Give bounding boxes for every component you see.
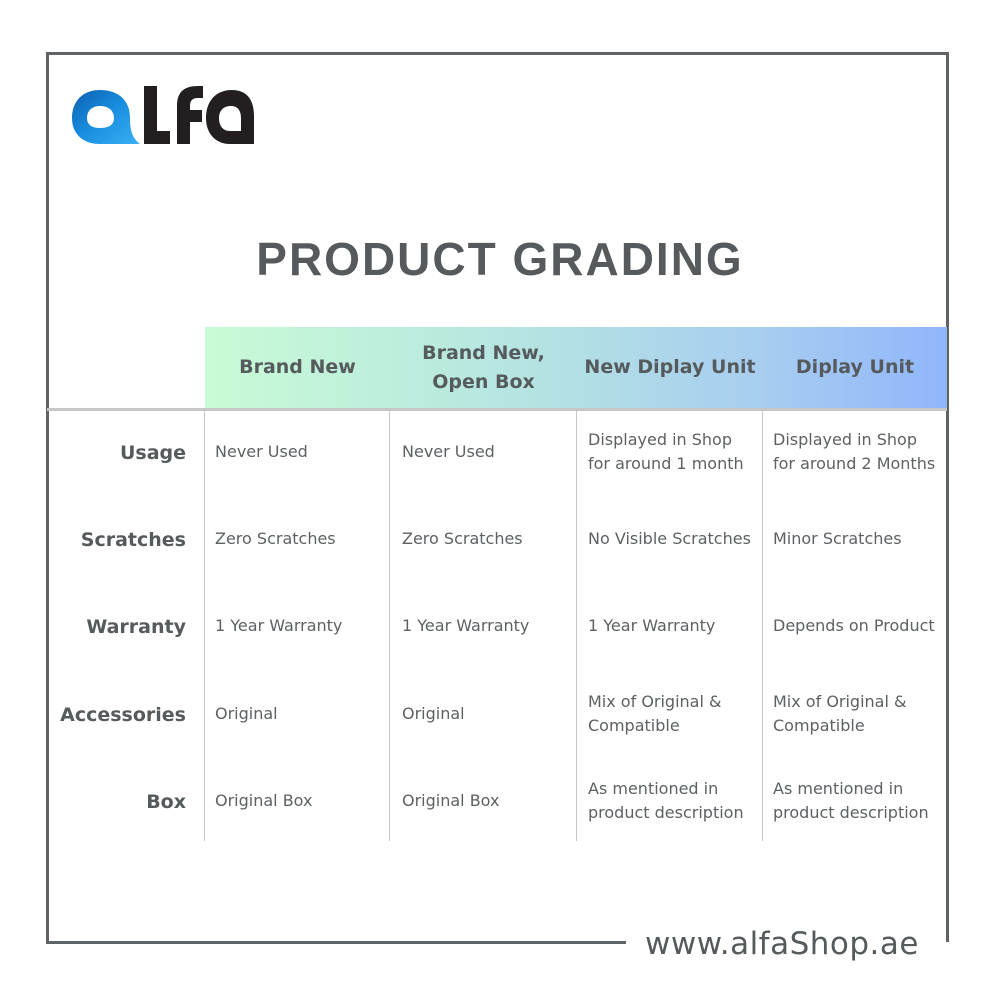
table-cell: As mentioned in product description — [588, 779, 744, 822]
table-cell: No Visible Scratches — [588, 529, 751, 548]
column-header: Brand New — [239, 356, 356, 378]
table-cell: Displayed in Shop for around 1 month — [588, 430, 744, 473]
website-url: www.alfaShop.ae — [645, 926, 919, 962]
table-cell: Zero Scratches — [402, 529, 523, 548]
column-divider — [389, 411, 390, 841]
row-label: Accessories — [60, 704, 186, 726]
table-cell: 1 Year Warranty — [215, 616, 343, 635]
table-cell: Original — [215, 704, 278, 723]
table-cell: Mix of Original & Compatible — [588, 692, 722, 735]
row-label: Scratches — [80, 529, 186, 551]
frame-top — [46, 52, 949, 55]
header-divider — [47, 408, 947, 411]
column-divider — [576, 411, 577, 841]
table-cell: 1 Year Warranty — [402, 616, 530, 635]
table-cell: Mix of Original & Compatible — [773, 692, 907, 735]
table-cell: Never Used — [402, 442, 495, 461]
frame-left — [46, 52, 49, 944]
table-cell: Depends on Product — [773, 616, 935, 635]
table-cell: Original — [402, 704, 465, 723]
table-cell: Displayed in Shop for around 2 Months — [773, 430, 936, 473]
table-cell: Original Box — [215, 791, 313, 810]
frame-right — [946, 52, 949, 942]
table-cell: Never Used — [215, 442, 308, 461]
column-header: Diplay Unit — [795, 356, 915, 378]
column-header: Brand New, Open Box — [422, 341, 545, 393]
column-divider — [762, 411, 763, 841]
alfa-logo — [72, 86, 254, 144]
row-label: Usage — [119, 442, 186, 464]
column-header: New Diplay Unit — [584, 356, 756, 378]
table-cell: 1 Year Warranty — [588, 616, 716, 635]
frame-bottom — [46, 941, 626, 944]
page-title: PRODUCT GRADING — [256, 233, 744, 285]
column-divider — [204, 411, 205, 841]
row-label: Warranty — [86, 616, 186, 638]
table-cell: Original Box — [402, 791, 500, 810]
table-cell: Zero Scratches — [215, 529, 336, 548]
row-label: Box — [146, 791, 186, 813]
table-header: Brand New Brand New, Open Box New Diplay… — [205, 327, 947, 408]
table-cell: As mentioned in product description — [773, 779, 929, 822]
table-cell: Minor Scratches — [773, 529, 902, 548]
